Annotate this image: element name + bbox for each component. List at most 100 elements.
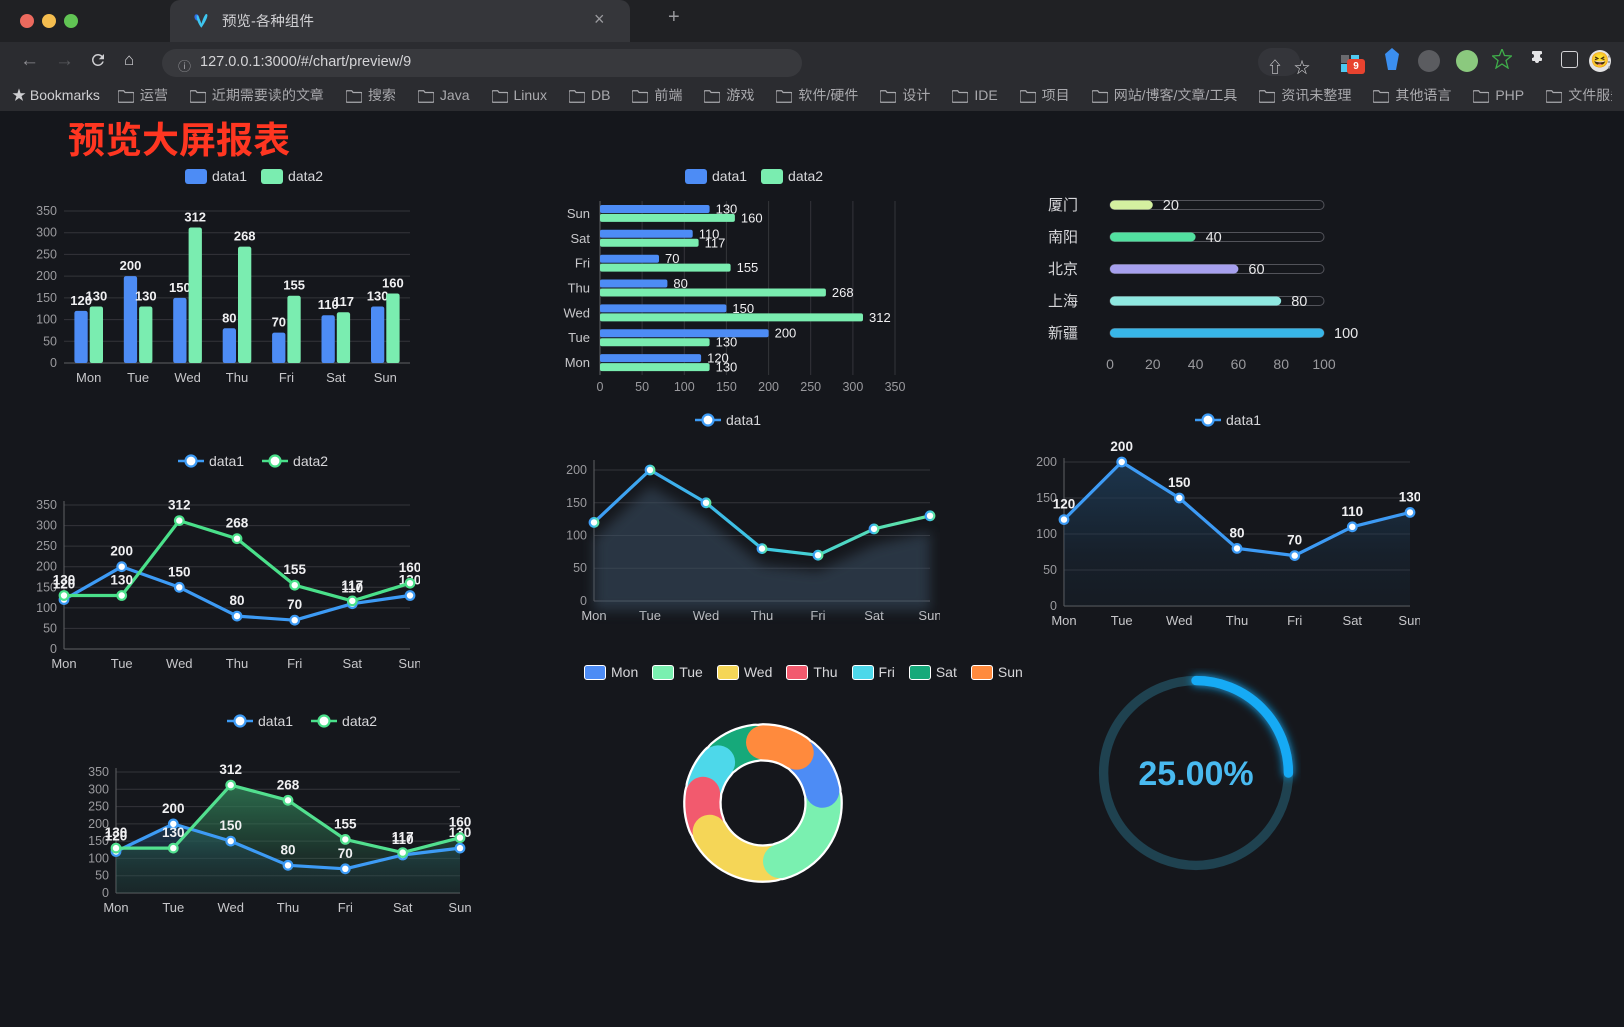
svg-text:250: 250	[36, 247, 57, 261]
svg-text:北京: 北京	[1048, 261, 1078, 278]
svg-text:130: 130	[716, 335, 738, 350]
svg-text:60: 60	[1231, 356, 1247, 372]
svg-text:200: 200	[162, 801, 185, 816]
svg-text:300: 300	[36, 519, 57, 533]
svg-text:Sat: Sat	[326, 370, 346, 385]
svg-text:25.00%: 25.00%	[1138, 755, 1253, 793]
svg-text:130: 130	[716, 360, 738, 375]
svg-text:Thu: Thu	[1226, 613, 1248, 628]
svg-text:250: 250	[88, 800, 109, 814]
svg-text:50: 50	[573, 561, 587, 575]
svg-text:80: 80	[1229, 525, 1244, 540]
svg-text:150: 150	[566, 496, 587, 510]
svg-text:312: 312	[184, 210, 206, 225]
svg-text:Wed: Wed	[693, 608, 720, 623]
svg-text:0: 0	[597, 380, 604, 394]
svg-text:155: 155	[283, 562, 306, 577]
svg-text:Sun: Sun	[448, 900, 471, 915]
svg-text:130: 130	[53, 573, 76, 588]
svg-text:Wed: Wed	[564, 305, 591, 320]
svg-text:70: 70	[287, 597, 302, 612]
svg-text:150: 150	[169, 280, 191, 295]
svg-text:350: 350	[36, 204, 57, 218]
svg-text:268: 268	[832, 285, 854, 300]
svg-text:Sat: Sat	[1343, 613, 1363, 628]
svg-text:Fri: Fri	[287, 656, 302, 671]
svg-text:Thu: Thu	[751, 608, 773, 623]
svg-text:100: 100	[88, 851, 109, 865]
svg-text:0: 0	[1106, 356, 1114, 372]
svg-text:20: 20	[1145, 356, 1161, 372]
svg-text:Mon: Mon	[51, 656, 76, 671]
svg-text:0: 0	[580, 594, 587, 608]
svg-text:150: 150	[219, 818, 242, 833]
svg-text:268: 268	[234, 229, 256, 244]
svg-text:Wed: Wed	[217, 900, 244, 915]
svg-text:0: 0	[102, 886, 109, 900]
svg-text:Fri: Fri	[1287, 613, 1302, 628]
svg-text:Fri: Fri	[338, 900, 353, 915]
svg-text:Tue: Tue	[639, 608, 661, 623]
svg-text:150: 150	[1168, 475, 1191, 490]
svg-text:160: 160	[449, 815, 472, 830]
svg-text:50: 50	[1043, 563, 1057, 577]
svg-text:Mon: Mon	[565, 355, 590, 370]
svg-text:250: 250	[800, 380, 821, 394]
svg-text:155: 155	[737, 260, 759, 275]
svg-text:100: 100	[36, 313, 57, 327]
svg-text:40: 40	[1206, 230, 1222, 246]
svg-text:Fri: Fri	[810, 608, 825, 623]
svg-text:350: 350	[36, 498, 57, 512]
svg-text:Sun: Sun	[398, 656, 420, 671]
svg-text:Sat: Sat	[570, 231, 590, 246]
svg-text:110: 110	[1341, 504, 1363, 519]
svg-text:100: 100	[1312, 356, 1336, 372]
svg-text:200: 200	[566, 463, 587, 477]
svg-text:0: 0	[50, 356, 57, 370]
svg-text:268: 268	[277, 777, 300, 792]
svg-text:70: 70	[338, 846, 353, 861]
svg-text:100: 100	[674, 380, 695, 394]
svg-text:70: 70	[1287, 533, 1302, 548]
svg-text:20: 20	[1163, 198, 1179, 214]
svg-text:Wed: Wed	[166, 656, 193, 671]
svg-text:100: 100	[566, 529, 587, 543]
svg-text:130: 130	[110, 573, 133, 588]
svg-text:50: 50	[95, 869, 109, 883]
svg-text:50: 50	[43, 334, 57, 348]
svg-text:80: 80	[222, 310, 236, 325]
svg-text:南阳: 南阳	[1048, 229, 1078, 246]
svg-text:312: 312	[219, 762, 242, 777]
svg-text:200: 200	[758, 380, 779, 394]
svg-text:200: 200	[1036, 455, 1057, 469]
svg-text:厦门: 厦门	[1048, 197, 1078, 214]
svg-text:117: 117	[392, 830, 414, 845]
svg-text:70: 70	[272, 315, 286, 330]
svg-text:Mon: Mon	[103, 900, 128, 915]
svg-text:Thu: Thu	[568, 281, 590, 296]
svg-text:150: 150	[716, 380, 737, 394]
svg-text:Mon: Mon	[581, 608, 606, 623]
svg-text:300: 300	[88, 782, 109, 796]
svg-text:160: 160	[399, 560, 420, 575]
svg-text:312: 312	[869, 310, 891, 325]
svg-text:300: 300	[36, 226, 57, 240]
svg-text:Mon: Mon	[1051, 613, 1076, 628]
svg-text:100: 100	[1334, 326, 1358, 342]
svg-text:60: 60	[1248, 262, 1264, 278]
svg-text:120: 120	[1053, 497, 1076, 512]
svg-text:250: 250	[36, 539, 57, 553]
svg-text:130: 130	[1399, 489, 1420, 504]
svg-text:300: 300	[842, 380, 863, 394]
svg-text:130: 130	[367, 289, 389, 304]
svg-text:117: 117	[333, 294, 354, 309]
svg-text:Sun: Sun	[567, 206, 590, 221]
svg-text:80: 80	[1291, 294, 1307, 310]
svg-text:Fri: Fri	[575, 256, 590, 271]
svg-text:80: 80	[280, 842, 295, 857]
svg-text:Sat: Sat	[864, 608, 884, 623]
svg-text:117: 117	[705, 235, 726, 250]
svg-text:Sun: Sun	[374, 370, 397, 385]
svg-text:312: 312	[168, 498, 191, 513]
svg-text:200: 200	[110, 544, 133, 559]
